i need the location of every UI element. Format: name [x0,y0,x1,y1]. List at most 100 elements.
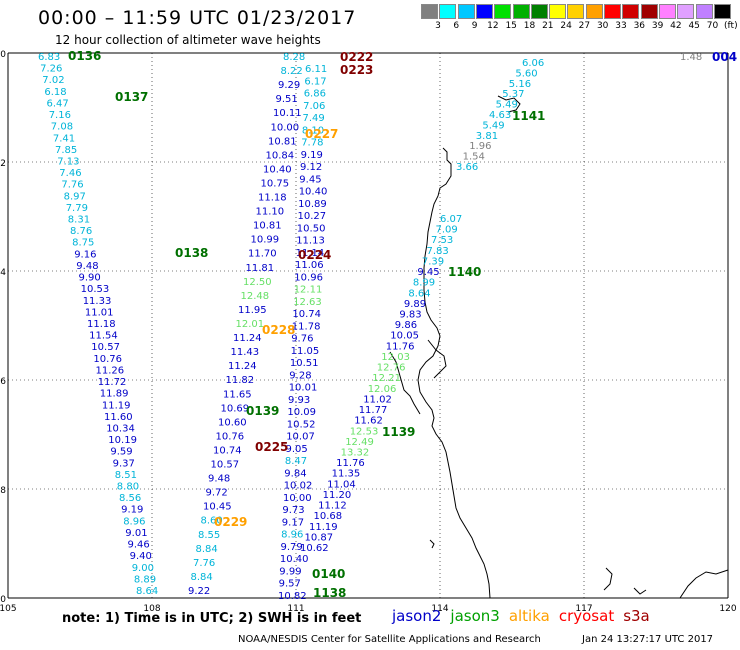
wave-height-value: 11.10 [256,207,285,218]
wave-height-value: 11.05 [291,346,320,357]
wave-height-value: 5.49 [482,120,504,131]
wave-height-value: 10.99 [251,235,280,246]
wave-height-value: 11.12 [318,501,347,512]
wave-height-value: 11.01 [85,307,114,318]
wave-height-value: 9.01 [125,528,147,539]
colorbar-label: 70 [706,21,719,31]
legend-altika: altika [508,607,550,625]
wave-height-value: 11.18 [87,319,116,330]
wave-height-value: 7.02 [42,75,64,86]
wave-height-value: 9.37 [113,458,135,469]
wave-height-value: 8.96 [281,530,303,541]
wave-height-value: 12.50 [243,277,272,288]
x-tick-label: 105 [0,604,17,614]
colorbar-swatch [658,4,676,19]
wave-height-value: 13.32 [341,448,370,459]
colorbar-label: (ft) [724,21,738,31]
wave-height-value: 10.74 [292,309,321,320]
wave-height-value: 7.41 [53,133,75,144]
wave-height-value: 7.09 [436,225,458,236]
legend-jason2: jason2 [392,607,442,625]
wave-height-value: 11.24 [233,333,262,344]
wave-height-value: 9.22 [188,586,210,597]
colorbar-swatch [439,4,457,19]
wave-height-value: 11.33 [83,296,112,307]
wave-height-value: 12.53 [350,426,379,437]
wave-height-value: 8.96 [123,516,145,527]
footer-note: note: 1) Time is in UTC; 2) SWH is in fe… [62,611,362,626]
wave-height-value: 9.00 [132,563,154,574]
colorbar-swatch [549,4,567,19]
wave-height-value: 8.51 [115,470,137,481]
wave-height-value: 10.45 [203,502,232,513]
colorbar-label: 42 [670,21,682,31]
wave-height-value: 10.84 [266,150,295,161]
pass-label: 0136 [68,49,101,63]
wave-height-value: 10.60 [218,417,247,428]
wave-height-value: 10.57 [211,460,240,471]
wave-height-value: 10.76 [216,431,245,442]
wave-height-value: 9.84 [284,468,306,479]
islet [429,539,435,549]
wave-height-value: 11.06 [295,260,324,271]
wave-height-value: 9.16 [74,249,96,260]
wave-height-value: 8.84 [191,572,213,583]
colorbar-swatch [512,4,530,19]
wave-height-value: 11.77 [359,405,388,416]
wave-height-value: 6.11 [305,64,327,75]
wave-height-value: 12.21 [372,373,401,384]
wave-height-value: 8.99 [413,278,435,289]
wave-height-value: 5.60 [515,68,537,79]
wave-height-value: 11.19 [102,400,131,411]
pass-label: 0223 [340,63,373,77]
wave-height-value: 10.11 [273,108,302,119]
wave-height-value: 7.39 [422,257,444,268]
wave-height-value: 11.20 [323,490,352,501]
island-outline [497,95,521,113]
wave-height-value: 11.78 [292,321,321,332]
x-tick-label: 117 [575,604,592,614]
y-tick-label: -24 [0,268,6,278]
wave-height-value: 9.89 [404,299,426,310]
wave-height-value: 11.60 [104,412,133,423]
wave-height-value: 6.86 [304,89,326,100]
colorbar-label: 12 [487,21,499,31]
colorbar-swatch [604,4,621,19]
bay-inlet [427,339,447,379]
wave-height-value: 9.40 [130,551,152,562]
colorbar-swatch [695,4,713,19]
colorbar-label: 30 [596,21,609,31]
wave-height-value: 11.43 [231,347,260,358]
wave-height-value: 6.83 [38,52,60,63]
wave-height-value: 10.81 [253,221,282,232]
pass-label: 0227 [305,127,338,141]
wave-height-value: 8.64 [408,288,430,299]
wave-height-value: 10.40 [280,554,309,565]
wave-height-value: 9.29 [278,80,300,91]
wave-height-value: 5.37 [502,89,524,100]
wave-height-value: 10.74 [213,446,242,457]
wave-height-value: 10.27 [298,211,327,222]
wave-height-value: 12.63 [293,297,322,308]
pass-label: 0229 [214,515,247,529]
wave-height-value: 9.93 [288,395,310,406]
wave-height-value: 10.05 [390,331,419,342]
wave-height-value: 7.06 [303,101,325,112]
colorbar-label: 27 [578,21,591,31]
wave-height-value: 12.48 [241,291,270,302]
wave-height-value: 8.56 [119,493,141,504]
wave-height-value: 10.02 [284,481,313,492]
colorbar-label: 45 [688,21,700,31]
coast-fragment [633,587,647,595]
wave-height-value: 9.51 [276,94,298,105]
pass-label: 0222 [340,50,373,64]
wave-height-value: 5.49 [496,100,518,111]
wave-height-value: 11.72 [98,377,127,388]
satellite-legend: jason2 jason3 altika cryosat s3a [392,607,659,625]
coast-fragment [679,569,729,599]
legend-cryosat: cryosat [558,607,615,625]
wave-height-value: 9.73 [282,505,304,516]
wave-height-value: 9.19 [121,505,143,516]
wave-height-value: 9.19 [301,150,323,161]
wave-height-value: 10.68 [314,511,343,522]
